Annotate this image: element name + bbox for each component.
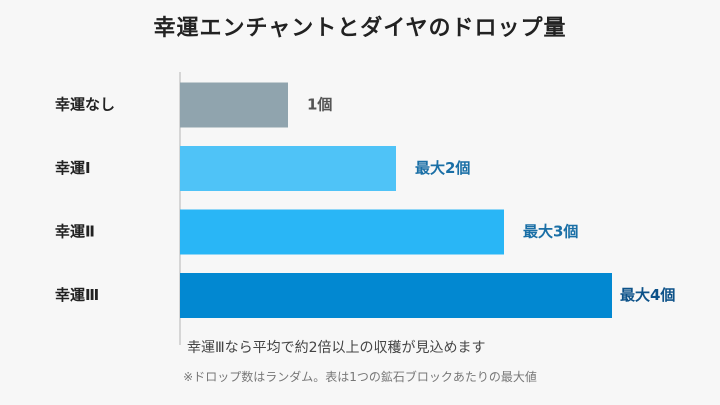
- value-label-3: 最大3個: [523, 223, 578, 241]
- bar-2: [180, 146, 396, 191]
- value-label-2: 最大2個: [415, 159, 470, 177]
- category-label-2: 幸運Ⅰ: [55, 159, 91, 177]
- bar-1: [180, 82, 288, 128]
- category-label-1: 幸運なし: [55, 96, 115, 114]
- value-label-4: 最大4個: [620, 286, 675, 304]
- chart-annotation: 幸運Ⅲなら平均で約2倍以上の収穫が見込めます: [187, 340, 486, 356]
- chart-title: 幸運エンチャントとダイヤのドロップ量: [153, 16, 567, 41]
- category-label-4: 幸運Ⅲ: [55, 286, 99, 304]
- value-label-1: 1個: [307, 96, 332, 114]
- category-label-3: 幸運Ⅱ: [55, 223, 95, 241]
- bars-group: [180, 82, 612, 318]
- bar-4: [180, 273, 612, 318]
- chart-footnote: ※ドロップ数はランダム。表は1つの鉱石ブロックあたりの最大値: [183, 370, 537, 384]
- bar-3: [180, 209, 504, 255]
